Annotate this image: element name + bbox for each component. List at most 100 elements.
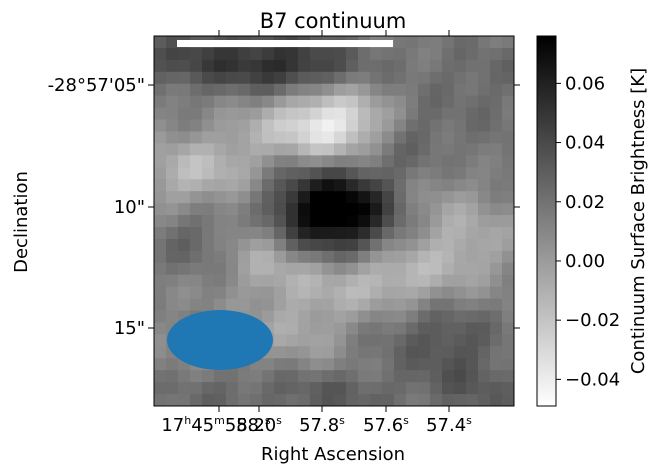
- heatmap-pixel: [478, 203, 491, 216]
- heatmap-pixel: [394, 143, 407, 156]
- heatmap-pixel: [334, 262, 347, 276]
- heatmap-pixel: [502, 286, 514, 300]
- heatmap-pixel: [382, 107, 395, 121]
- heatmap-pixel: [442, 370, 455, 383]
- heatmap-pixel: [430, 203, 443, 216]
- heatmap-pixel: [154, 119, 167, 133]
- heatmap-pixel: [286, 119, 299, 133]
- heatmap-pixel: [370, 83, 383, 97]
- heatmap-pixel: [418, 370, 431, 383]
- heatmap-pixel: [478, 298, 491, 312]
- heatmap-pixel: [442, 95, 455, 109]
- heatmap-pixel: [406, 203, 419, 216]
- heatmap-pixel: [490, 215, 503, 228]
- heatmap-pixel: [286, 107, 299, 121]
- heatmap-pixel: [466, 298, 479, 312]
- heatmap-pixel: [334, 226, 347, 240]
- heatmap-pixel: [346, 191, 359, 204]
- heatmap-pixel: [430, 119, 443, 133]
- heatmap-pixel: [190, 262, 203, 276]
- heatmap-pixel: [478, 179, 491, 192]
- heatmap-pixel: [370, 394, 383, 406]
- heatmap-pixel: [466, 131, 479, 145]
- heatmap-pixel: [370, 191, 383, 204]
- heatmap-pixel: [274, 59, 287, 73]
- heatmap-pixel: [202, 167, 215, 180]
- heatmap-pixel: [310, 394, 323, 406]
- heatmap-pixel: [250, 167, 263, 180]
- heatmap-pixel: [154, 334, 167, 347]
- heatmap-pixel: [370, 238, 383, 252]
- heatmap-pixel: [358, 59, 371, 73]
- heatmap-pixel: [358, 95, 371, 109]
- heatmap-pixel: [430, 143, 443, 156]
- heatmap-pixel: [394, 274, 407, 288]
- heatmap-pixel: [478, 83, 491, 97]
- heatmap-pixel: [430, 298, 443, 312]
- heatmap-pixel: [250, 262, 263, 276]
- heatmap-pixel: [442, 36, 455, 49]
- heatmap-pixel: [466, 191, 479, 204]
- colorbar-label: Continuum Surface Brightness [K]: [628, 68, 649, 374]
- heatmap-pixel: [346, 47, 359, 61]
- heatmap-pixel: [394, 298, 407, 312]
- heatmap-pixel: [490, 322, 503, 335]
- heatmap-pixel: [166, 238, 179, 252]
- heatmap-pixel: [154, 203, 167, 216]
- heatmap-pixel: [442, 119, 455, 133]
- heatmap-pixel: [466, 215, 479, 228]
- heatmap-pixel: [454, 131, 467, 145]
- heatmap-pixel: [490, 250, 503, 264]
- heatmap-pixel: [334, 274, 347, 288]
- heatmap-pixel: [394, 95, 407, 109]
- heatmap-pixel: [406, 274, 419, 288]
- heatmap-pixel: [262, 274, 275, 288]
- heatmap-pixel: [502, 215, 514, 228]
- heatmap-pixel: [454, 370, 467, 383]
- heatmap-pixel: [466, 179, 479, 192]
- heatmap-pixel: [322, 394, 335, 406]
- heatmap-pixel: [214, 71, 227, 85]
- heatmap-pixel: [178, 250, 191, 264]
- heatmap-pixel: [478, 143, 491, 156]
- heatmap-pixel: [154, 370, 167, 383]
- heatmap-pixel: [178, 274, 191, 288]
- heatmap-pixel: [478, 59, 491, 73]
- heatmap-pixel: [322, 310, 335, 324]
- heatmap-pixel: [358, 346, 371, 359]
- heatmap-pixel: [166, 382, 179, 395]
- heatmap-pixel: [250, 179, 263, 192]
- heatmap-pixel: [346, 107, 359, 121]
- beam-ellipse: [167, 310, 273, 370]
- heatmap-pixel: [310, 226, 323, 240]
- heatmap-pixel: [274, 274, 287, 288]
- heatmap-pixel: [190, 167, 203, 180]
- heatmap-pixel: [178, 119, 191, 133]
- heatmap-pixel: [478, 71, 491, 85]
- heatmap-pixel: [502, 203, 514, 216]
- heatmap-pixel: [358, 334, 371, 347]
- heatmap-pixel: [166, 215, 179, 228]
- heatmap-pixel: [490, 36, 503, 49]
- heatmap-pixel: [358, 322, 371, 335]
- heatmap-pixel: [226, 83, 239, 97]
- heatmap-pixel: [382, 203, 395, 216]
- heatmap-pixel: [274, 143, 287, 156]
- heatmap-pixel: [202, 203, 215, 216]
- heatmap-pixel: [370, 298, 383, 312]
- heatmap-pixel: [238, 83, 251, 97]
- heatmap-pixel: [358, 274, 371, 288]
- heatmap-pixel: [322, 107, 335, 121]
- heatmap-pixel: [238, 95, 251, 109]
- heatmap-pixel: [346, 226, 359, 240]
- heatmap-pixel: [334, 358, 347, 371]
- heatmap-pixel: [430, 358, 443, 371]
- heatmap-pixel: [394, 83, 407, 97]
- heatmap-pixel: [358, 286, 371, 300]
- heatmap-pixel: [274, 107, 287, 121]
- heatmap-pixel: [358, 47, 371, 61]
- heatmap-pixel: [382, 131, 395, 145]
- heatmap-pixel: [334, 298, 347, 312]
- heatmap-pixel: [502, 382, 514, 395]
- heatmap-pixel: [454, 394, 467, 406]
